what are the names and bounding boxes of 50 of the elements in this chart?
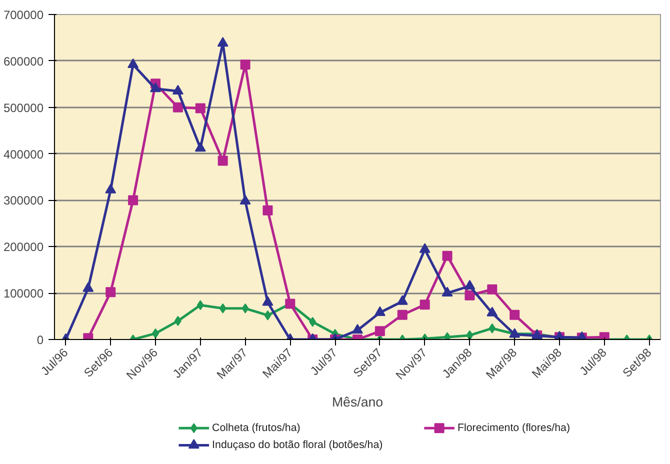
point bbox=[174, 316, 182, 326]
point bbox=[420, 300, 430, 310]
y-tick-label: 700000 bbox=[3, 8, 44, 22]
point bbox=[442, 286, 453, 296]
legend-label: Colheta (frutos/ha) bbox=[212, 422, 300, 434]
point bbox=[487, 284, 498, 294]
point bbox=[194, 142, 206, 152]
y-tick-label: 500000 bbox=[3, 100, 44, 115]
point bbox=[397, 310, 408, 320]
point bbox=[242, 303, 249, 314]
legend-label: Induçaso do botão floral (botões/ha) bbox=[212, 439, 383, 452]
point bbox=[486, 306, 498, 316]
point bbox=[150, 82, 161, 92]
point bbox=[466, 330, 474, 340]
point bbox=[240, 194, 251, 205]
point bbox=[172, 102, 183, 112]
legend-label: Florecimento (flores/ha) bbox=[457, 422, 570, 434]
y-tick-label: 400000 bbox=[3, 147, 44, 162]
y-tick-label: 200000 bbox=[3, 240, 44, 254]
point bbox=[195, 103, 206, 114]
point bbox=[374, 326, 385, 336]
point bbox=[172, 84, 184, 94]
point bbox=[464, 290, 475, 300]
y-tick-label: 100000 bbox=[3, 286, 44, 301]
point bbox=[196, 300, 204, 310]
point bbox=[419, 243, 430, 253]
point bbox=[128, 195, 138, 206]
y-tick-label: 300000 bbox=[3, 194, 44, 208]
point bbox=[262, 205, 273, 216]
point bbox=[264, 310, 272, 320]
point bbox=[352, 324, 363, 334]
point bbox=[464, 280, 476, 290]
point bbox=[105, 184, 116, 194]
point bbox=[510, 310, 520, 320]
point bbox=[442, 250, 452, 261]
point bbox=[374, 306, 386, 316]
point bbox=[82, 282, 94, 292]
point bbox=[262, 296, 274, 306]
point bbox=[106, 287, 116, 298]
point bbox=[217, 37, 228, 47]
point bbox=[240, 60, 250, 70]
point bbox=[309, 316, 316, 327]
y-tick-label: 600000 bbox=[3, 54, 44, 68]
point bbox=[488, 323, 496, 334]
y-tick-label: 0 bbox=[36, 333, 44, 347]
x-axis-title: Mês/ano bbox=[332, 394, 384, 410]
point bbox=[396, 295, 408, 305]
point bbox=[219, 303, 226, 314]
point bbox=[128, 58, 139, 68]
point bbox=[218, 156, 228, 166]
